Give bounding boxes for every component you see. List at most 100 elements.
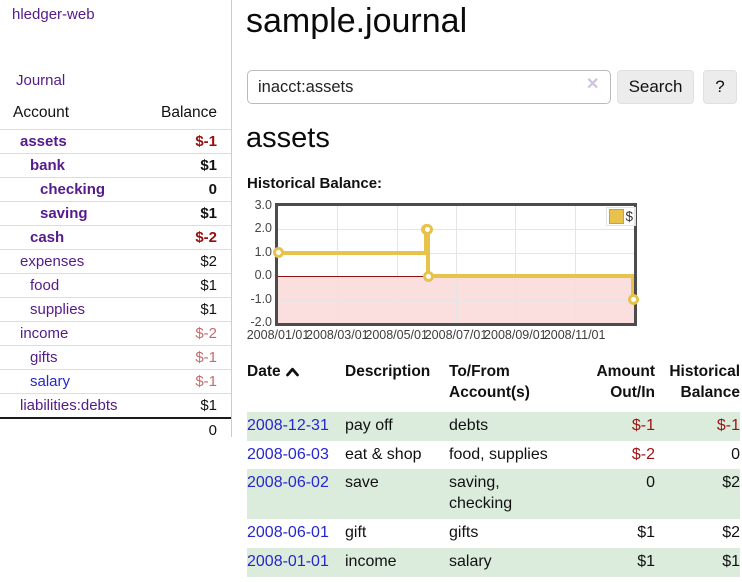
transaction-date-link[interactable]: 2008-01-01 (247, 552, 329, 570)
account-row: saving $1 (0, 201, 231, 226)
account-link[interactable]: income (20, 325, 69, 342)
transaction-date-link[interactable]: 2008-06-02 (247, 474, 329, 492)
transaction-date-cell: 2008-06-02 (247, 469, 345, 519)
register-header-date[interactable]: Date (247, 360, 345, 412)
x-axis-tick-label: 2008/09/01 (484, 328, 547, 342)
app-title-link[interactable]: hledger-web (12, 6, 95, 23)
search-button[interactable]: Search (617, 70, 694, 104)
accounts-header-balance: Balance (160, 104, 217, 121)
account-name-cell: saving (0, 201, 145, 226)
clear-search-icon[interactable]: ✕ (586, 76, 600, 93)
transaction-date-cell: 2008-12-31 (247, 412, 345, 441)
x-axis-tick-label: 2008/07/01 (424, 328, 488, 342)
legend-label: $ (625, 209, 633, 224)
register-table: Date Description To/From Account(s) Amou… (247, 360, 740, 577)
account-link[interactable]: expenses (20, 253, 85, 270)
chart-line-segment (631, 274, 634, 302)
y-axis-tick-label: -2.0 (250, 315, 272, 329)
chart-plot-area (275, 203, 637, 326)
account-row: expenses $2 (0, 249, 231, 274)
transaction-date-link[interactable]: 2008-06-01 (247, 524, 329, 542)
legend-swatch-icon (609, 209, 625, 224)
transaction-amount: $1 (637, 524, 655, 542)
account-row: salary $-1 (0, 369, 231, 394)
account-balance: $1 (144, 297, 231, 322)
transaction-amount: $-2 (631, 445, 655, 463)
transaction-date-cell: 2008-06-01 (247, 519, 345, 548)
transaction-balance: $1 (722, 552, 740, 570)
sidebar-item-journal[interactable]: Journal (16, 72, 66, 89)
account-row: checking 0 (0, 177, 231, 202)
account-link[interactable]: saving (40, 205, 88, 222)
account-link[interactable]: cash (30, 229, 65, 246)
account-balance: $-2 (144, 225, 231, 250)
transaction-accounts: gifts (449, 524, 479, 542)
chart-data-point (272, 247, 284, 259)
account-name-cell: salary (0, 369, 145, 394)
accounts-header-account: Account (13, 104, 70, 121)
account-row: cash $-2 (0, 225, 231, 250)
account-heading: assets (246, 122, 330, 154)
account-link[interactable]: bank (30, 157, 66, 174)
y-axis-tick-label: 1.0 (254, 244, 272, 259)
x-axis-tick-label: 2008/11/01 (543, 328, 606, 342)
account-link[interactable]: food (30, 277, 60, 294)
account-balance: $1 (144, 201, 231, 226)
transaction-description: pay off (345, 416, 393, 434)
transaction-accounts: food, supplies (449, 445, 548, 463)
register-header-balance: Historical Balance (669, 363, 740, 401)
transaction-date-link[interactable]: 2008-06-03 (247, 445, 329, 463)
register-row: 2008-06-03 eat & shop food, supplies $-2 0 (247, 441, 740, 470)
sidebar: hledger-web Journal Account Balance asse… (0, 0, 232, 442)
transaction-description: save (345, 474, 379, 492)
chart-data-point (421, 223, 433, 235)
register-row: 2008-01-01 income salary $1 $1 (247, 547, 740, 577)
account-balance: $-2 (144, 321, 231, 346)
account-link[interactable]: salary (30, 373, 71, 390)
chart-gridline-v (456, 206, 457, 323)
account-balance: $-1 (144, 345, 231, 370)
account-row: food $1 (0, 273, 231, 298)
account-name-cell: food (0, 273, 145, 298)
help-button[interactable]: ? (703, 70, 737, 104)
account-link[interactable]: supplies (30, 301, 86, 318)
chart-title: Historical Balance: (247, 175, 383, 192)
account-name-cell: supplies (0, 297, 145, 322)
transaction-amount: $-1 (631, 416, 655, 434)
account-row: income $-2 (0, 321, 231, 346)
account-link[interactable]: assets (20, 133, 67, 150)
account-name-cell: bank (0, 153, 145, 178)
chart-gridline-v (337, 206, 339, 323)
account-balance: $-1 (144, 129, 231, 154)
search-input[interactable] (247, 70, 611, 104)
account-row: supplies $1 (0, 297, 231, 322)
account-name-cell: assets (0, 129, 145, 154)
transaction-date-link[interactable]: 2008-12-31 (247, 416, 329, 434)
account-name-cell: expenses (0, 249, 145, 274)
register-header-amount: Amount Out/In (596, 363, 655, 401)
y-axis-tick-label: 3.0 (254, 198, 272, 212)
balance-chart: $ 3.0 2.0 1.0 0.0 -1.0 -2.0 2008/01/01 2008/03/… (247, 198, 639, 348)
chart-gridline-v (515, 206, 517, 323)
account-row: liabilities:debts $1 (0, 393, 231, 418)
account-row: bank $1 (0, 153, 231, 178)
chart-data-point (627, 294, 639, 306)
account-link[interactable]: gifts (30, 349, 58, 366)
transaction-description: eat & shop (345, 445, 422, 463)
transaction-accounts: debts (449, 416, 489, 434)
sort-asc-icon (285, 367, 299, 377)
chart-data-point (422, 270, 434, 282)
account-link[interactable]: checking (40, 181, 106, 198)
transaction-accounts: saving, checking (449, 474, 513, 513)
chart-legend: $ (606, 207, 636, 226)
chart-gridline-v (396, 206, 398, 323)
account-link[interactable]: liabilities:debts (20, 397, 118, 414)
accounts-total-value: 0 (144, 417, 231, 442)
account-balance: $1 (144, 153, 231, 178)
account-name-cell: gifts (0, 345, 145, 370)
register-header-accounts: To/From Account(s) (449, 363, 530, 401)
transaction-balance: $2 (722, 524, 740, 542)
account-name-cell: checking (0, 177, 145, 202)
account-name-cell: liabilities:debts (0, 393, 145, 418)
register-header-row: Date Description To/From Account(s) Amou… (247, 360, 740, 412)
